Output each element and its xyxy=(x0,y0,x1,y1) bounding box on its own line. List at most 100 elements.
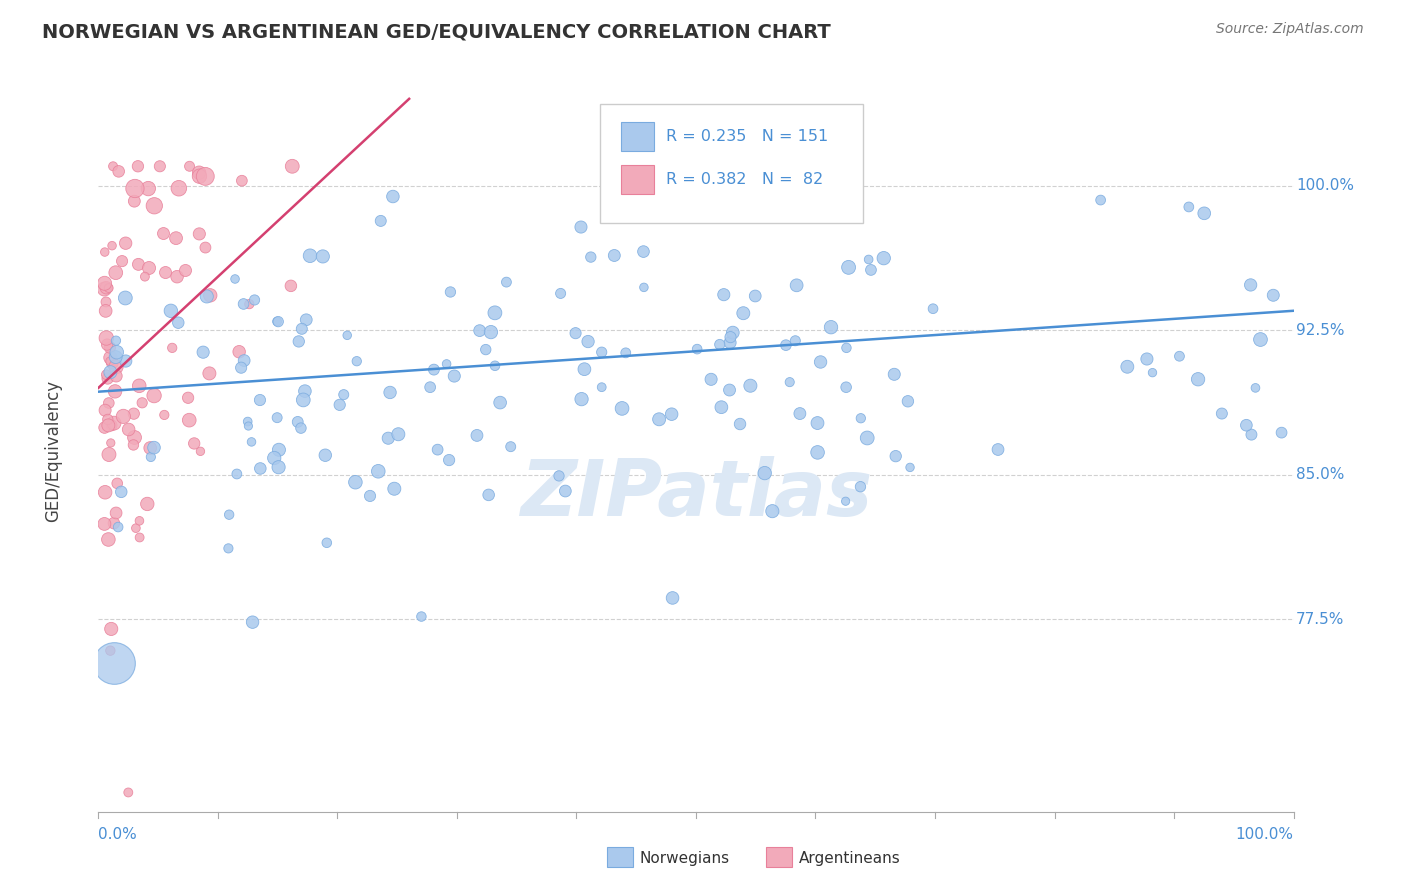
Point xyxy=(198,367,221,381)
Text: 100.0%: 100.0% xyxy=(1296,178,1354,193)
Point xyxy=(190,444,212,458)
Point xyxy=(218,508,240,522)
Point xyxy=(569,220,592,235)
Point xyxy=(686,342,709,356)
Point xyxy=(367,464,389,478)
Point xyxy=(489,395,512,409)
Point xyxy=(291,322,314,336)
Point xyxy=(281,159,304,173)
Point xyxy=(1240,277,1263,292)
Point xyxy=(143,389,166,403)
Point xyxy=(1090,193,1112,207)
Point xyxy=(122,438,145,452)
Point xyxy=(131,396,153,410)
Point xyxy=(98,643,121,657)
Point xyxy=(411,609,433,624)
Point xyxy=(554,483,576,498)
Point xyxy=(110,484,132,499)
Point xyxy=(1234,418,1257,433)
Point xyxy=(98,340,121,354)
Point xyxy=(160,303,183,318)
Point xyxy=(105,506,128,520)
Point xyxy=(100,622,122,636)
Point xyxy=(495,275,517,289)
Point xyxy=(105,345,128,359)
Point xyxy=(478,488,501,502)
Point xyxy=(103,516,125,530)
Point xyxy=(761,504,783,518)
Point xyxy=(849,480,872,494)
Point xyxy=(94,245,117,260)
Point xyxy=(263,450,285,465)
Point xyxy=(128,514,150,528)
Point xyxy=(292,392,315,407)
Point xyxy=(661,591,683,605)
Point xyxy=(744,289,766,303)
Point xyxy=(579,250,602,264)
Point xyxy=(267,442,290,457)
Point xyxy=(238,297,260,311)
Point xyxy=(124,194,146,209)
Point xyxy=(443,369,465,384)
Point xyxy=(1263,288,1285,302)
Point xyxy=(312,249,335,263)
Point xyxy=(633,244,655,259)
Point xyxy=(228,344,250,359)
Point xyxy=(195,289,218,303)
Point xyxy=(465,428,488,442)
Point xyxy=(898,460,921,475)
Point xyxy=(709,337,731,351)
Point xyxy=(710,401,733,415)
Point xyxy=(138,260,160,275)
Point xyxy=(93,277,115,291)
Point xyxy=(571,392,593,406)
Point xyxy=(806,445,828,459)
Point xyxy=(117,785,139,799)
Point xyxy=(859,263,882,277)
Point xyxy=(174,263,197,277)
Point xyxy=(94,294,117,309)
Point xyxy=(1178,200,1201,214)
Point xyxy=(329,398,352,412)
Point xyxy=(112,409,135,424)
Point xyxy=(105,476,128,491)
Point xyxy=(183,436,205,450)
Point xyxy=(370,214,392,228)
Point xyxy=(987,442,1010,457)
Point xyxy=(290,421,312,435)
Point xyxy=(474,343,496,357)
Point xyxy=(786,278,808,293)
Text: 0.0%: 0.0% xyxy=(98,827,138,842)
Point xyxy=(280,278,302,293)
Point xyxy=(155,266,177,280)
Point xyxy=(179,159,201,173)
Point xyxy=(754,466,776,480)
Text: R = 0.382   N =  82: R = 0.382 N = 82 xyxy=(666,172,824,187)
Point xyxy=(718,383,741,397)
Point xyxy=(191,345,214,359)
Point xyxy=(98,365,122,379)
Point xyxy=(149,159,172,173)
Point xyxy=(387,427,409,442)
Point xyxy=(835,341,858,355)
Point xyxy=(134,269,156,284)
Point xyxy=(249,461,271,475)
Point xyxy=(614,346,637,360)
Point xyxy=(720,330,742,344)
Point xyxy=(299,249,322,263)
Point xyxy=(128,531,150,545)
Point xyxy=(1211,407,1233,421)
Point xyxy=(136,497,159,511)
Point xyxy=(806,416,828,430)
Point xyxy=(550,286,572,301)
Point xyxy=(789,407,811,421)
Point xyxy=(128,379,150,393)
Point xyxy=(242,615,264,629)
Point xyxy=(194,169,217,184)
Point xyxy=(287,334,309,349)
Point xyxy=(188,166,211,180)
Point xyxy=(166,269,188,284)
Text: ZIPatlas: ZIPatlas xyxy=(520,456,872,532)
Point xyxy=(107,520,129,534)
Point xyxy=(1136,351,1159,366)
